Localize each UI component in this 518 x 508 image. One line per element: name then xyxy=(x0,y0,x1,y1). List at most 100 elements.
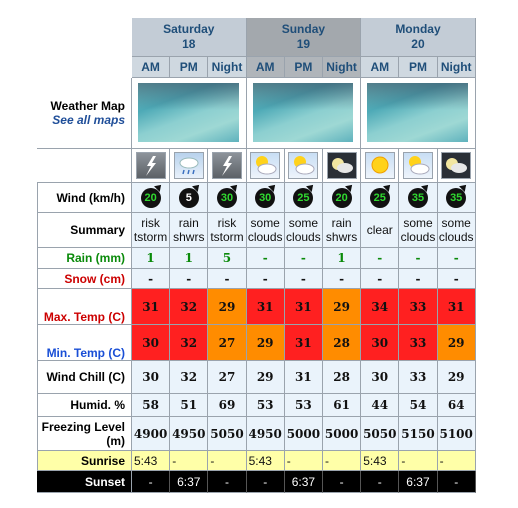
freezing-cell: 4900 xyxy=(132,417,171,451)
sunset-cell: - xyxy=(132,471,171,493)
some-clouds-icon-glyph xyxy=(294,156,315,175)
sunset-cell: 6:37 xyxy=(284,471,323,493)
humid-cell: 53 xyxy=(284,394,323,417)
humid-cell: 61 xyxy=(323,394,362,417)
wind-direction-icon: 5 xyxy=(178,181,202,208)
weather-map-thumbnail[interactable] xyxy=(252,83,354,142)
summary-cell: risk tstorm xyxy=(208,213,247,248)
summary-line-2: clouds xyxy=(438,230,474,244)
row-label-text: Wind (km/h) xyxy=(56,190,125,205)
sunset-cell: 6:37 xyxy=(399,471,438,493)
weather-icon-cell xyxy=(132,149,171,183)
thunderstorm-icon xyxy=(211,152,242,179)
mintemp-cell: 27 xyxy=(208,325,247,361)
row-label-wind: Wind (km/h) xyxy=(37,183,132,213)
maxtemp-cell: 29 xyxy=(208,289,247,325)
mintemp-cell: 29 xyxy=(246,325,285,361)
wind-arrow xyxy=(268,181,279,192)
wind-arrow xyxy=(306,181,317,192)
wind-cell: 35 xyxy=(399,181,438,213)
some-clouds-icon-glyph xyxy=(256,156,277,175)
sunrise-cell: 5:43 xyxy=(246,451,285,471)
see-all-maps-link[interactable]: See all maps xyxy=(52,113,125,127)
wind-speed-value: 35 xyxy=(450,191,463,204)
windchill-cell: 33 xyxy=(399,361,438,394)
sunset-cell: - xyxy=(208,471,247,493)
row-label-text: Wind Chill (C) xyxy=(46,370,125,384)
mintemp-cell: 33 xyxy=(399,325,438,361)
day-header: Monday 20 xyxy=(361,18,476,57)
snow-cell: - xyxy=(208,269,247,289)
wind-cell: 5 xyxy=(170,181,209,213)
mintemp-cell: 28 xyxy=(323,325,362,361)
row-label-text: Snow (cm) xyxy=(64,271,125,286)
row-label-maxtemp: Max. Temp (C) xyxy=(37,289,132,325)
windchill-cell: 27 xyxy=(208,361,247,394)
weather-map-thumbnail[interactable] xyxy=(367,83,468,142)
weather-map-thumbnail[interactable] xyxy=(138,83,239,142)
period-header: PM xyxy=(399,57,438,78)
maxtemp-cell: 34 xyxy=(361,289,400,325)
wind-speed-value: 20 xyxy=(335,191,348,204)
mintemp-cell: 30 xyxy=(132,325,171,361)
humid-cell: 64 xyxy=(437,394,476,417)
summary-line-2: tstorm xyxy=(210,230,244,244)
weather-map-cell xyxy=(246,78,362,149)
wind-direction-icon: 25 xyxy=(293,181,317,208)
sunrise-cell: - xyxy=(284,451,323,471)
night-cloud-icon-glyph xyxy=(446,158,468,173)
period-header: PM xyxy=(170,57,209,78)
summary-cell: some clouds xyxy=(437,213,476,248)
wind-direction-icon: 20 xyxy=(331,181,355,208)
day-header: Saturday 18 xyxy=(132,18,247,57)
snow-cell: - xyxy=(361,269,400,289)
day-name: Monday xyxy=(395,22,441,36)
day-date: 20 xyxy=(411,37,425,51)
row-label-humid: Humid. % xyxy=(37,394,132,417)
rain-cell: - xyxy=(284,248,323,269)
summary-cell: some clouds xyxy=(399,213,438,248)
snow-cell: - xyxy=(246,269,285,289)
wind-direction-icon: 30 xyxy=(255,181,279,208)
row-label-snow: Snow (cm) xyxy=(37,269,132,289)
weather-icon-cell xyxy=(361,149,400,183)
weather-icon-cell xyxy=(399,149,438,183)
summary-cell: some clouds xyxy=(246,213,285,248)
clear-sun-icon xyxy=(364,152,395,179)
rain-shower-icon xyxy=(173,152,204,179)
freezing-cell: 5050 xyxy=(361,417,400,451)
windchill-cell: 32 xyxy=(170,361,209,394)
rain-cell: - xyxy=(361,248,400,269)
weather-map-label: Weather Map See all maps xyxy=(37,78,132,149)
wind-direction-icon: 35 xyxy=(446,181,470,208)
wind-cell: 25 xyxy=(361,181,400,213)
thunderstorm-icon-glyph xyxy=(221,156,232,176)
summary-cell: rain shwrs xyxy=(323,213,362,248)
sunrise-cell: - xyxy=(323,451,362,471)
row-label-text: Freezing Level (m) xyxy=(41,419,125,448)
day-name: Saturday xyxy=(163,22,215,36)
windchill-cell: 29 xyxy=(246,361,285,394)
row-label-windchill: Wind Chill (C) xyxy=(37,361,132,394)
mintemp-cell: 29 xyxy=(437,325,476,361)
sunrise-cell: - xyxy=(170,451,209,471)
summary-line-2: clouds xyxy=(400,230,436,244)
weather-map-title: Weather Map xyxy=(50,99,125,113)
summary-cell: clear xyxy=(361,213,400,248)
sunset-cell: - xyxy=(323,471,362,493)
row-label-summary: Summary xyxy=(37,213,132,248)
summary-line-2: shwrs xyxy=(173,230,205,244)
wind-cell: 25 xyxy=(284,181,323,213)
snow-cell: - xyxy=(323,269,362,289)
wind-cell: 35 xyxy=(437,181,476,213)
row-label-text: Summary xyxy=(70,223,125,237)
some-clouds-icon xyxy=(288,152,319,179)
thunderstorm-icon-glyph xyxy=(145,156,156,176)
rain-cell: - xyxy=(437,248,476,269)
rain-cell: 1 xyxy=(170,248,209,269)
day-date: 18 xyxy=(182,37,196,51)
some-clouds-icon xyxy=(250,152,281,179)
period-header: Night xyxy=(323,57,362,78)
sunset-cell: - xyxy=(246,471,285,493)
row-label-sunset: Sunset xyxy=(37,471,132,493)
